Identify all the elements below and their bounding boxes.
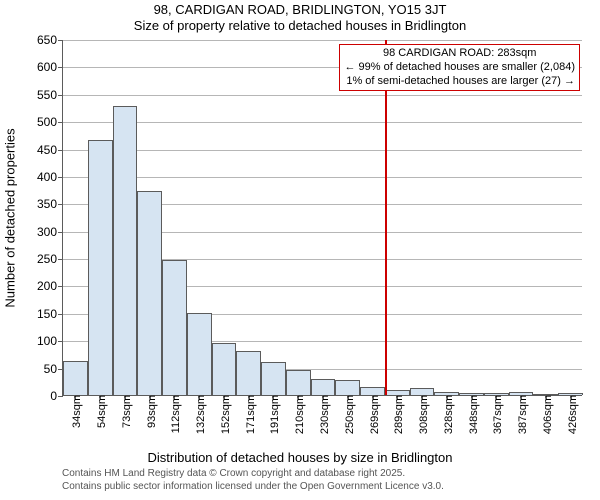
ytick-label: 50 [44,362,63,376]
y-axis-label: Number of detached properties [3,128,18,307]
credits-line-1: Contains HM Land Registry data © Crown c… [62,468,444,481]
chart-title-main: 98, CARDIGAN ROAD, BRIDLINGTON, YO15 3JT [0,2,600,17]
bar [162,260,187,395]
xtick-label: 387sqm [511,395,529,434]
bar [360,387,385,395]
ytick-label: 100 [37,334,63,348]
ytick-label: 0 [50,389,63,403]
bar [212,343,237,395]
xtick-label: 152sqm [214,395,232,434]
bar [113,106,138,395]
xtick-label: 73sqm [115,395,133,428]
annotation-box: 98 CARDIGAN ROAD: 283sqm← 99% of detache… [339,44,580,91]
gridline [63,95,582,96]
xtick-label: 171sqm [239,395,257,434]
ytick-label: 350 [37,197,63,211]
gridline [63,40,582,41]
xtick-label: 348sqm [462,395,480,434]
ytick-label: 300 [37,225,63,239]
xtick-label: 191sqm [264,395,282,434]
gridline [63,122,582,123]
histogram-chart: 98, CARDIGAN ROAD, BRIDLINGTON, YO15 3JT… [0,0,600,500]
credits: Contains HM Land Registry data © Crown c… [62,468,444,493]
xtick-label: 426sqm [561,395,579,434]
ytick-label: 600 [37,60,63,74]
gridline [63,150,582,151]
annotation-line: 98 CARDIGAN ROAD: 283sqm [344,47,575,61]
xtick-label: 132sqm [189,395,207,434]
ytick-label: 250 [37,252,63,266]
xtick-label: 54sqm [90,395,108,428]
ytick-label: 500 [37,115,63,129]
ytick-label: 650 [37,33,63,47]
xtick-label: 269sqm [363,395,381,434]
xtick-label: 367sqm [486,395,504,434]
bar [88,140,113,395]
xtick-label: 250sqm [338,395,356,434]
xtick-label: 112sqm [165,395,183,433]
chart-title-sub: Size of property relative to detached ho… [0,18,600,33]
xtick-label: 328sqm [437,395,455,434]
xtick-label: 308sqm [412,395,430,434]
xtick-label: 406sqm [536,395,554,434]
xtick-label: 93sqm [140,395,158,428]
ytick-label: 150 [37,307,63,321]
ytick-label: 200 [37,279,63,293]
bar [286,370,311,395]
bar [261,362,286,395]
credits-line-2: Contains public sector information licen… [62,481,444,494]
reference-line [385,40,387,395]
xtick-label: 230sqm [313,395,331,434]
xtick-label: 210sqm [288,395,306,434]
ytick-label: 450 [37,143,63,157]
bar [311,379,336,395]
annotation-line: ← 99% of detached houses are smaller (2,… [344,61,575,75]
bar [63,361,88,395]
bar [236,351,261,395]
x-axis-label: Distribution of detached houses by size … [0,450,600,465]
bar [187,313,212,395]
gridline [63,177,582,178]
xtick-label: 34sqm [65,395,83,428]
ytick-label: 550 [37,88,63,102]
bar [335,380,360,395]
bar [137,191,162,395]
plot-area: 0501001502002503003504004505005506006503… [62,40,582,396]
annotation-line: 1% of semi-detached houses are larger (2… [344,75,575,89]
ytick-label: 400 [37,170,63,184]
xtick-label: 289sqm [387,395,405,434]
